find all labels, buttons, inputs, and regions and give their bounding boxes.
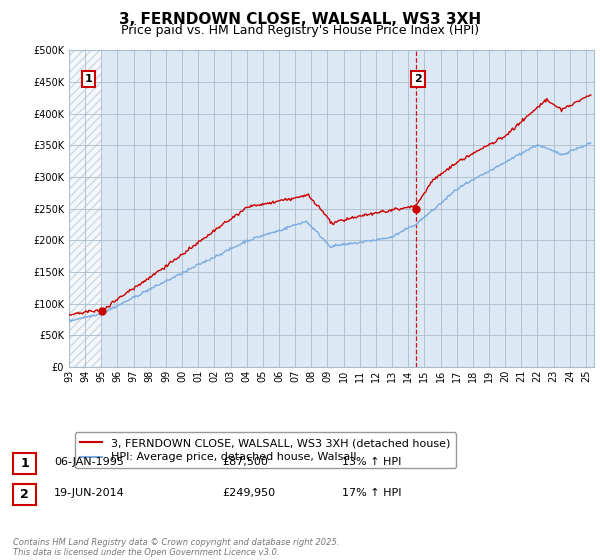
Text: 1: 1 — [85, 74, 92, 84]
Legend: 3, FERNDOWN CLOSE, WALSALL, WS3 3XH (detached house), HPI: Average price, detach: 3, FERNDOWN CLOSE, WALSALL, WS3 3XH (det… — [74, 432, 456, 468]
Text: £87,500: £87,500 — [222, 457, 268, 467]
Text: 2: 2 — [20, 488, 29, 501]
Text: 06-JAN-1995: 06-JAN-1995 — [54, 457, 124, 467]
Text: 17% ↑ HPI: 17% ↑ HPI — [342, 488, 401, 498]
Text: £249,950: £249,950 — [222, 488, 275, 498]
Text: 2: 2 — [414, 74, 422, 84]
Text: 13% ↑ HPI: 13% ↑ HPI — [342, 457, 401, 467]
Text: 3, FERNDOWN CLOSE, WALSALL, WS3 3XH: 3, FERNDOWN CLOSE, WALSALL, WS3 3XH — [119, 12, 481, 27]
Text: 19-JUN-2014: 19-JUN-2014 — [54, 488, 125, 498]
Text: Contains HM Land Registry data © Crown copyright and database right 2025.
This d: Contains HM Land Registry data © Crown c… — [13, 538, 340, 557]
Text: Price paid vs. HM Land Registry's House Price Index (HPI): Price paid vs. HM Land Registry's House … — [121, 24, 479, 37]
Text: 1: 1 — [20, 457, 29, 470]
Bar — [69, 50, 101, 367]
